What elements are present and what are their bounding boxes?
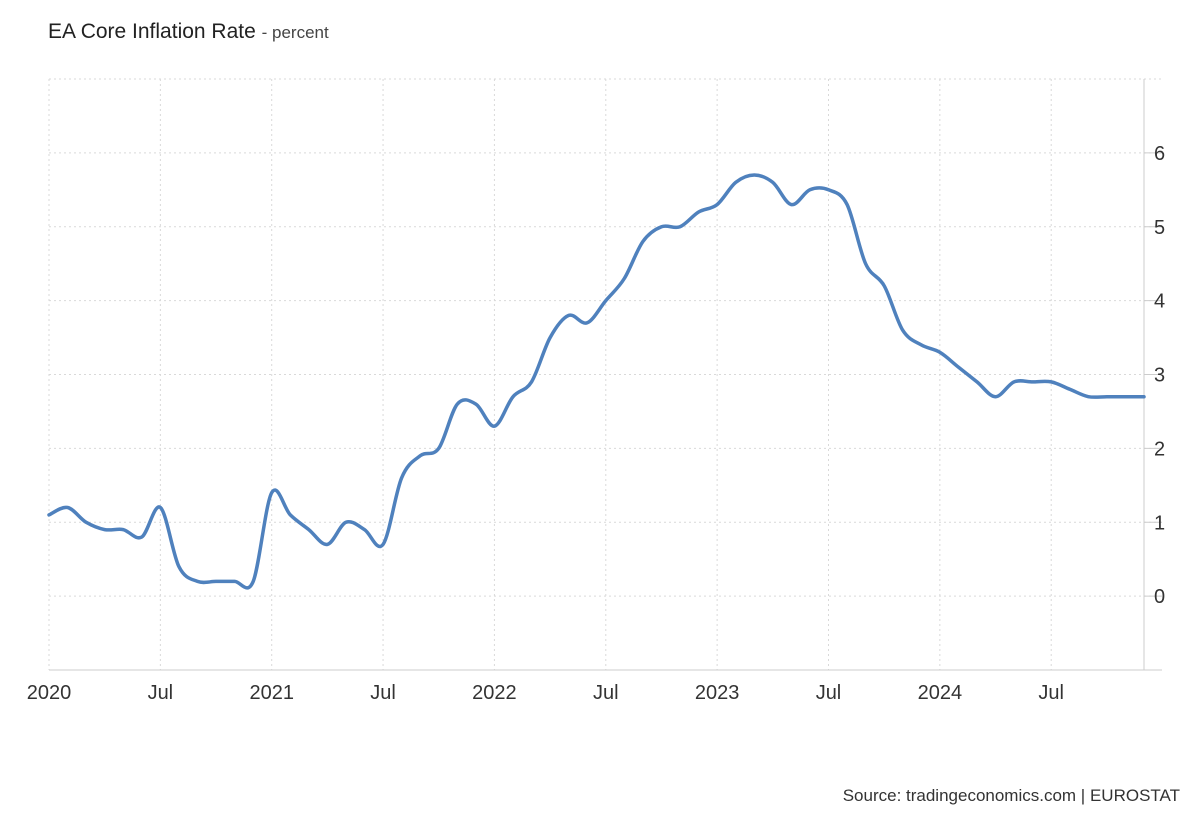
x-tick-label: 2024 <box>918 682 963 704</box>
x-tick-label: Jul <box>593 682 619 704</box>
x-tick-label: 2020 <box>27 682 72 704</box>
series <box>47 173 1146 590</box>
grid <box>48 78 1162 670</box>
y-tick-label: 0 <box>1154 586 1165 608</box>
x-tick-label: Jul <box>816 682 842 704</box>
x-tick-label: Jul <box>370 682 396 704</box>
y-tick-label: 4 <box>1154 291 1165 313</box>
y-tick-label: 3 <box>1154 365 1165 387</box>
tick-labels: 0 1 2 3 4 5 6 2020 Jul 2021 Jul 2022 Jul 2023 Jul 2024 J… <box>27 143 1165 704</box>
y-tick-label: 5 <box>1154 217 1165 239</box>
x-tick-label: 2023 <box>695 682 740 704</box>
chart-title: EA Core Inflation Rate - percent <box>48 20 329 44</box>
x-tick-label: 2022 <box>472 682 517 704</box>
source-note: Source: tradingeconomics.com | EUROSTAT <box>842 786 1180 805</box>
y-tick-label: 1 <box>1154 512 1165 534</box>
x-tick-label: Jul <box>148 682 174 704</box>
chart-subtitle: - percent <box>261 23 329 42</box>
series-line-0 <box>47 173 1146 590</box>
x-tick-label: Jul <box>1038 682 1064 704</box>
y-tick-label: 2 <box>1154 438 1165 460</box>
y-tick-label: 6 <box>1154 143 1165 165</box>
x-tick-label: 2021 <box>249 682 294 704</box>
chart-title-main: EA Core Inflation Rate <box>48 20 256 43</box>
axes <box>49 79 1162 671</box>
